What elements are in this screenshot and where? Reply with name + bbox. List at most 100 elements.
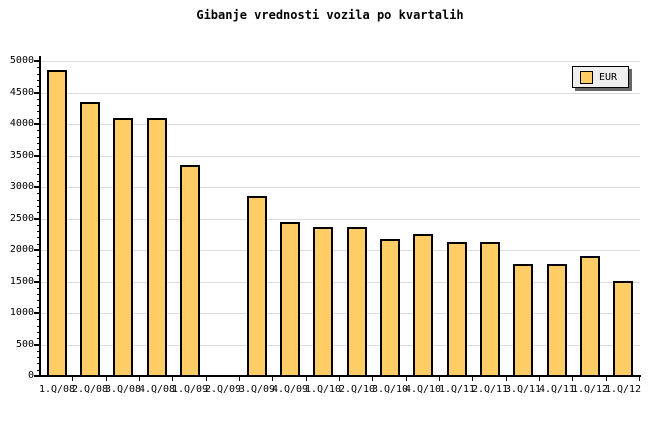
x-axis-label-1.Q/12: 1.Q/12 [571, 384, 609, 395]
y-minor-tick [37, 142, 40, 144]
gridline-2000 [40, 250, 640, 251]
y-minor-tick [37, 73, 40, 75]
y-minor-tick [37, 231, 40, 233]
x-minor-tick [305, 377, 307, 381]
y-minor-tick [37, 174, 40, 176]
y-minor-tick [37, 149, 40, 151]
x-minor-tick [105, 377, 107, 381]
y-minor-tick [37, 338, 40, 340]
y-minor-tick [37, 275, 40, 277]
y-axis-label-500: 500 [15, 338, 34, 350]
y-minor-tick [37, 168, 40, 170]
legend-box: EUR [572, 66, 629, 88]
y-minor-tick [37, 243, 40, 245]
x-minor-tick [205, 377, 207, 381]
x-minor-tick [605, 377, 607, 381]
x-axis-label-3.Q/10: 3.Q/10 [371, 384, 409, 395]
y-major-tick-4500 [34, 91, 40, 94]
bar-4.Q/11 [547, 264, 567, 377]
y-major-tick-5000 [34, 60, 40, 62]
y-minor-tick [37, 212, 40, 214]
y-minor-tick [37, 224, 40, 226]
x-axis-label-1.Q/09: 1.Q/09 [171, 384, 209, 395]
gridline-4000 [40, 124, 640, 125]
x-axis-label-1.Q/12: 1.Q/12 [604, 384, 642, 395]
x-axis-label-2.Q/08: 2.Q/08 [71, 384, 109, 395]
x-minor-tick [639, 377, 640, 381]
y-minor-tick [37, 205, 40, 207]
y-minor-tick [37, 117, 40, 119]
y-major-tick-4000 [34, 123, 40, 125]
y-minor-tick [37, 136, 40, 138]
y-axis-label-4000: 4000 [9, 118, 34, 129]
x-axis-label-4.Q/10: 4.Q/10 [404, 384, 442, 395]
y-minor-tick [37, 268, 40, 270]
gridline-1500 [40, 281, 640, 283]
x-axis-label-4.Q/09: 4.Q/09 [271, 384, 309, 395]
bar-2.Q/08 [80, 102, 100, 377]
x-minor-tick [72, 377, 74, 381]
chart-title: Gibanje vrednosti vozila po kvartalih [196, 8, 464, 22]
y-minor-tick [37, 237, 40, 239]
y-minor-tick [37, 193, 40, 195]
y-minor-tick [37, 350, 40, 352]
x-axis-label-1.Q/10: 1.Q/10 [304, 384, 342, 395]
y-minor-tick [37, 98, 40, 100]
y-minor-tick [37, 306, 40, 308]
bar-3.Q/11 [513, 264, 533, 377]
bar-2.Q/10 [347, 227, 367, 377]
y-minor-tick [37, 262, 40, 264]
x-minor-tick [239, 377, 240, 381]
x-axis-label-2.Q/10: 2.Q/10 [338, 384, 376, 395]
y-minor-tick [37, 161, 40, 163]
gridline-4500 [40, 92, 640, 94]
bar-1.Q/09 [180, 165, 200, 377]
y-minor-tick [37, 105, 40, 107]
y-major-tick-2500 [34, 217, 40, 220]
x-minor-tick [372, 377, 374, 381]
bar-4.Q/10 [413, 234, 433, 377]
y-major-tick-3500 [34, 154, 40, 157]
y-minor-tick [37, 294, 40, 296]
y-minor-tick [37, 300, 40, 302]
bar-1.Q/12 [580, 256, 600, 377]
gridline-3000 [40, 187, 640, 188]
x-minor-tick [139, 377, 140, 381]
x-axis-label-4.Q/11: 4.Q/11 [538, 384, 576, 395]
x-minor-tick [539, 377, 540, 381]
y-major-tick-2000 [34, 249, 40, 251]
y-axis-label-3000: 3000 [9, 181, 34, 192]
bar-1.Q/11 [447, 242, 467, 377]
y-minor-tick [37, 287, 40, 289]
y-minor-tick [37, 325, 40, 327]
x-axis-label-3.Q/11: 3.Q/11 [504, 384, 542, 395]
y-minor-tick [37, 319, 40, 321]
y-minor-tick [37, 256, 40, 258]
gridline-1000 [40, 313, 640, 314]
y-minor-tick [37, 67, 40, 69]
x-axis-label-1.Q/08: 1.Q/08 [38, 384, 76, 395]
x-axis-label-2.Q/11: 2.Q/11 [471, 384, 509, 395]
y-minor-tick [37, 111, 40, 113]
y-axis-label-2500: 2500 [9, 212, 34, 224]
y-minor-tick [37, 357, 40, 359]
bar-4.Q/09 [280, 222, 300, 377]
bar-1.Q/10 [313, 227, 333, 377]
x-minor-tick [405, 377, 407, 381]
x-axis-label-4.Q/08: 4.Q/08 [138, 384, 176, 395]
x-minor-tick [472, 377, 474, 381]
y-axis-label-5000: 5000 [9, 55, 34, 66]
y-axis-label-2000: 2000 [9, 244, 34, 255]
y-axis-label-1500: 1500 [9, 275, 34, 287]
y-minor-tick [37, 180, 40, 182]
bar-2.Q/11 [480, 242, 500, 377]
y-minor-tick [37, 130, 40, 132]
y-axis-label-4500: 4500 [9, 86, 34, 98]
gridline-3500 [40, 155, 640, 157]
bar-3.Q/09 [247, 196, 267, 377]
y-minor-tick [37, 363, 40, 365]
y-minor-tick [37, 86, 40, 88]
x-minor-tick [172, 377, 174, 381]
y-axis-label-0: 0 [27, 370, 34, 381]
